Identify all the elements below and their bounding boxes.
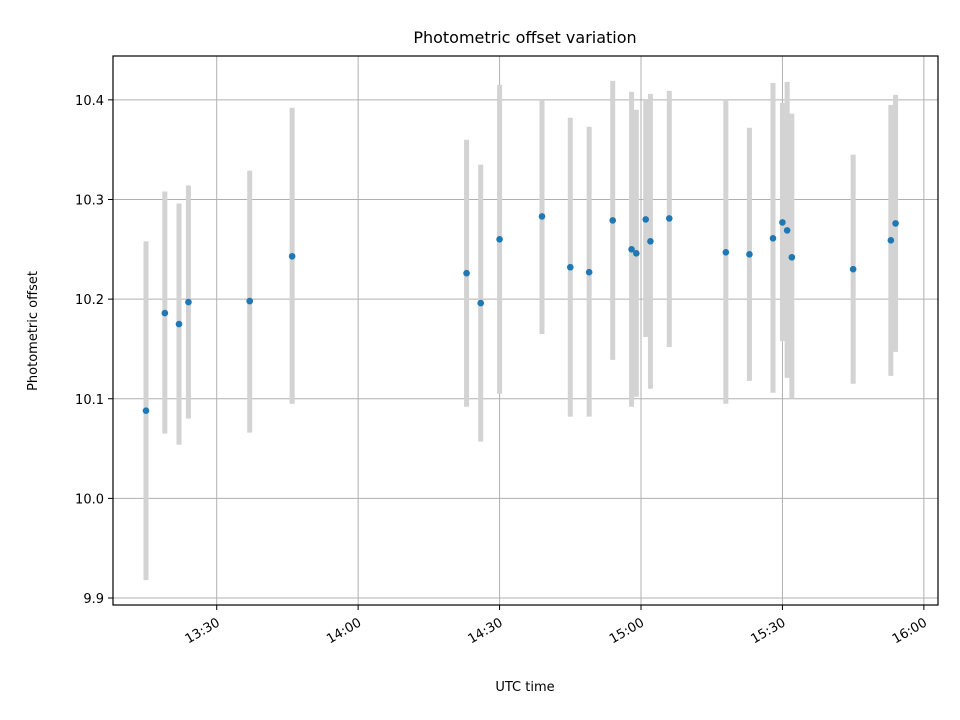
y-tick-label: 10.2 bbox=[75, 293, 104, 308]
data-point bbox=[783, 227, 791, 234]
data-points bbox=[142, 213, 899, 415]
data-point bbox=[722, 248, 730, 256]
data-point bbox=[161, 309, 169, 317]
data-point bbox=[779, 219, 786, 226]
data-point bbox=[538, 213, 546, 220]
chart-title: Photometric offset variation bbox=[413, 28, 636, 47]
data-point bbox=[632, 249, 640, 257]
data-point bbox=[246, 297, 254, 305]
data-point bbox=[477, 299, 485, 307]
data-point bbox=[585, 268, 593, 276]
plot-frame bbox=[112, 55, 939, 606]
y-axis-label: Photometric offset bbox=[26, 271, 41, 391]
data-point bbox=[647, 238, 654, 245]
data-point bbox=[175, 320, 183, 328]
data-point bbox=[746, 250, 753, 258]
y-tick-label: 10.4 bbox=[75, 94, 104, 109]
data-point bbox=[463, 269, 470, 277]
data-point bbox=[849, 265, 857, 273]
data-point bbox=[665, 215, 673, 222]
data-point bbox=[892, 220, 899, 227]
data-point bbox=[628, 245, 635, 253]
y-tick-label: 10.0 bbox=[75, 492, 104, 507]
data-point bbox=[887, 237, 895, 244]
y-tick-label: 10.3 bbox=[75, 193, 104, 208]
data-point bbox=[566, 263, 574, 271]
x-axis-label: UTC time bbox=[495, 680, 554, 695]
y-axis-ticks: 9.9 10.0 10.1 10.2 10.3 10.4 bbox=[75, 94, 113, 607]
data-point bbox=[142, 407, 150, 415]
data-point bbox=[642, 216, 650, 223]
data-point bbox=[769, 235, 777, 242]
data-point bbox=[496, 236, 503, 243]
y-tick-label: 9.9 bbox=[83, 592, 104, 607]
data-point bbox=[788, 253, 796, 261]
data-point bbox=[609, 217, 617, 224]
data-point bbox=[288, 252, 296, 260]
data-point bbox=[185, 298, 192, 306]
y-tick-label: 10.1 bbox=[75, 393, 104, 408]
